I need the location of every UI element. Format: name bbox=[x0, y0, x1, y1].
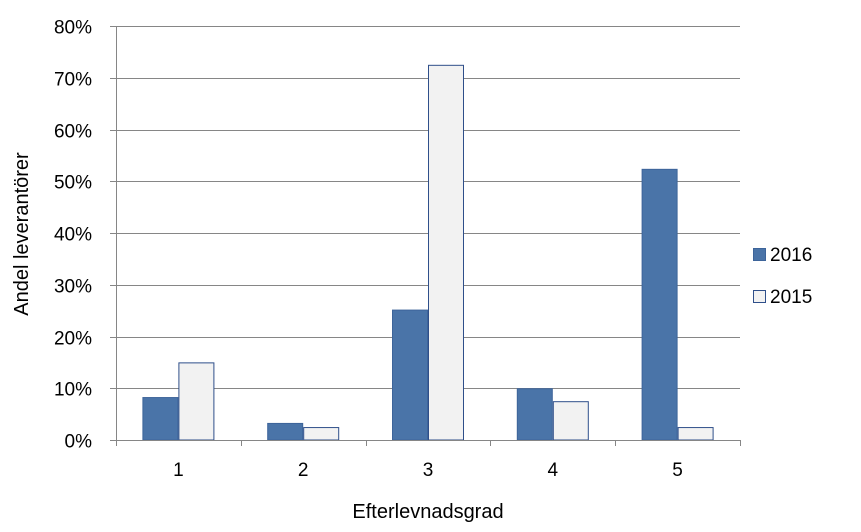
axes bbox=[110, 26, 741, 446]
bar-2016-1 bbox=[142, 397, 179, 441]
y-tick-label: 20% bbox=[54, 329, 92, 350]
y-tick-label: 30% bbox=[54, 277, 92, 298]
y-axis-title: Andel leverantörer bbox=[11, 152, 33, 316]
y-tick-label: 40% bbox=[54, 225, 92, 246]
bar-2015-1 bbox=[178, 362, 215, 441]
y-tick-label: 70% bbox=[54, 70, 92, 91]
x-tick-label: 1 bbox=[173, 460, 184, 481]
y-tick-label: 50% bbox=[54, 173, 92, 194]
y-tick-label: 0% bbox=[65, 432, 93, 453]
bar-2016-4 bbox=[516, 388, 553, 441]
legend-label-2015: 2015 bbox=[770, 287, 812, 308]
x-tick-label: 4 bbox=[548, 460, 559, 481]
x-tick-labels: 1 2 3 4 5 bbox=[173, 460, 683, 481]
y-tick-labels: 0% 10% 20% 30% 40% 50% 60% 70% 80% bbox=[54, 18, 92, 453]
bar-2015-2 bbox=[303, 427, 340, 441]
bar-2016-5 bbox=[641, 168, 678, 441]
bar-2016-3 bbox=[392, 309, 428, 441]
legend-swatch-2016 bbox=[753, 248, 766, 261]
y-tick-label: 60% bbox=[54, 122, 92, 143]
x-tick-label: 3 bbox=[423, 460, 434, 481]
bar-2015-3 bbox=[428, 64, 464, 441]
bar-2015-5 bbox=[677, 427, 714, 441]
legend-label-2016: 2016 bbox=[770, 245, 812, 266]
legend-swatch-2015 bbox=[753, 290, 766, 303]
x-tick-label: 2 bbox=[298, 460, 309, 481]
bar-2015-4 bbox=[552, 401, 589, 441]
y-tick-label: 10% bbox=[54, 380, 92, 401]
bar-2016-2 bbox=[267, 422, 304, 441]
x-axis-title: Efterlevnadsgrad bbox=[352, 501, 503, 523]
bars bbox=[142, 64, 714, 441]
x-tick-label: 5 bbox=[672, 460, 683, 481]
legend: 2016 2015 bbox=[753, 245, 812, 308]
y-tick-label: 80% bbox=[54, 18, 92, 39]
